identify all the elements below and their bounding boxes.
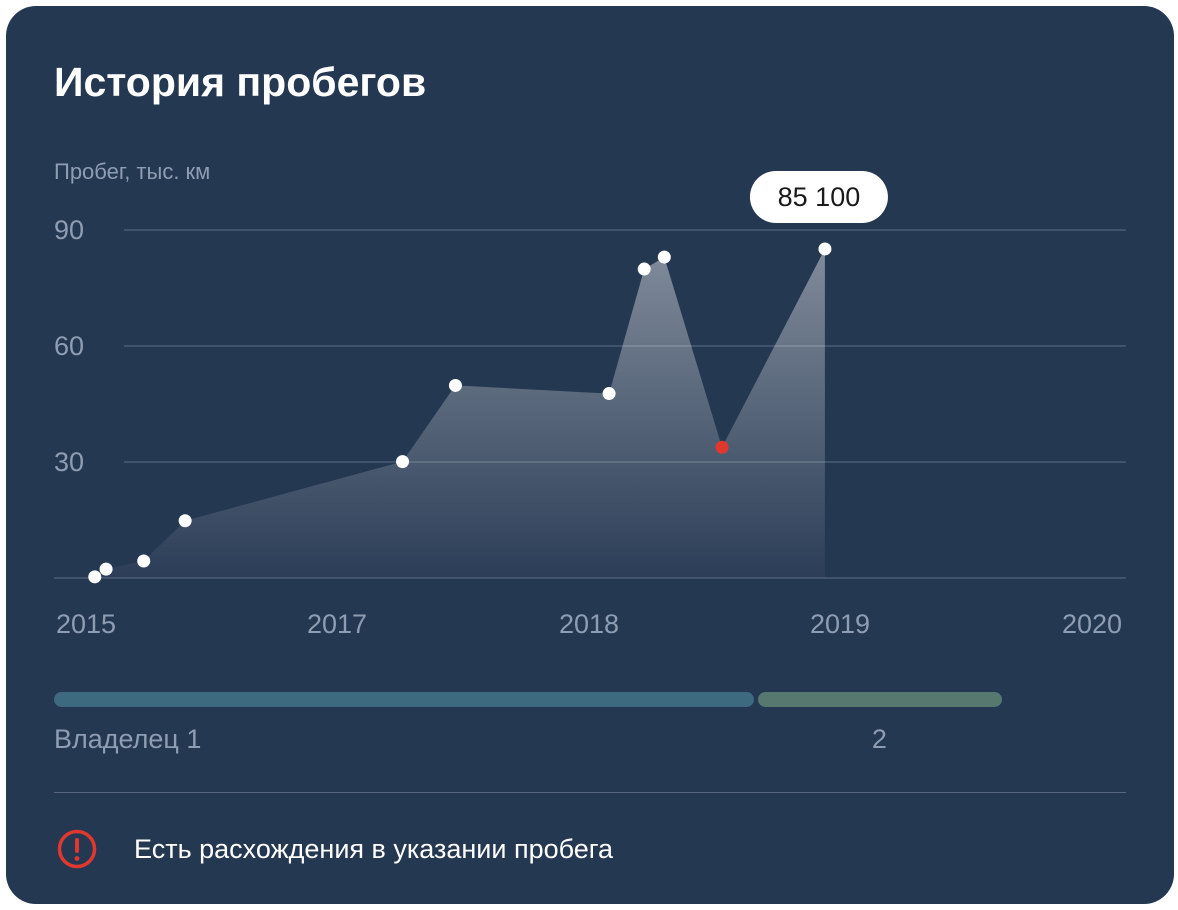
data-point[interactable] bbox=[99, 562, 113, 576]
x-tick-label: 2015 bbox=[56, 609, 116, 639]
y-tick-label: 30 bbox=[54, 447, 84, 477]
x-tick-label: 2020 bbox=[1062, 609, 1122, 639]
data-point[interactable] bbox=[602, 387, 616, 401]
anomaly-point[interactable] bbox=[715, 440, 729, 454]
y-axis-label: Пробег, тыс. км bbox=[54, 159, 210, 184]
mileage-chart: Пробег, тыс. км 30 60 90 2015 2017 2018 2019 20… bbox=[54, 159, 1126, 639]
y-tick-label: 90 bbox=[54, 215, 84, 245]
data-point[interactable] bbox=[396, 455, 410, 469]
value-tooltip: 85 100 bbox=[749, 170, 888, 223]
owner-bar-1 bbox=[54, 692, 754, 707]
mileage-warning-text: Есть расхождения в указании пробега bbox=[134, 834, 614, 864]
y-tick-label: 60 bbox=[54, 331, 84, 361]
owner-bar-2 bbox=[757, 692, 1002, 707]
data-point[interactable] bbox=[88, 570, 102, 584]
exclamation-circle-icon bbox=[57, 829, 97, 869]
data-point[interactable] bbox=[818, 242, 832, 256]
data-point[interactable] bbox=[448, 378, 462, 392]
card-title: История пробегов bbox=[54, 59, 427, 105]
x-tick-label: 2017 bbox=[307, 609, 367, 639]
mileage-history-card: История пробегов Пробег, тыс. км 30 60 90 2… bbox=[6, 6, 1174, 904]
data-point[interactable] bbox=[178, 514, 192, 528]
x-tick-label: 2019 bbox=[810, 609, 870, 639]
data-point[interactable] bbox=[657, 250, 671, 264]
divider bbox=[54, 792, 1126, 793]
mileage-area bbox=[94, 248, 825, 578]
x-tick-label: 2018 bbox=[559, 609, 619, 639]
owner-label-2: 2 bbox=[871, 724, 887, 754]
data-point[interactable] bbox=[137, 554, 151, 568]
data-point[interactable] bbox=[637, 262, 651, 276]
tooltip-value: 85 100 bbox=[778, 182, 861, 212]
owner-label-1: Владелец 1 bbox=[54, 724, 202, 754]
